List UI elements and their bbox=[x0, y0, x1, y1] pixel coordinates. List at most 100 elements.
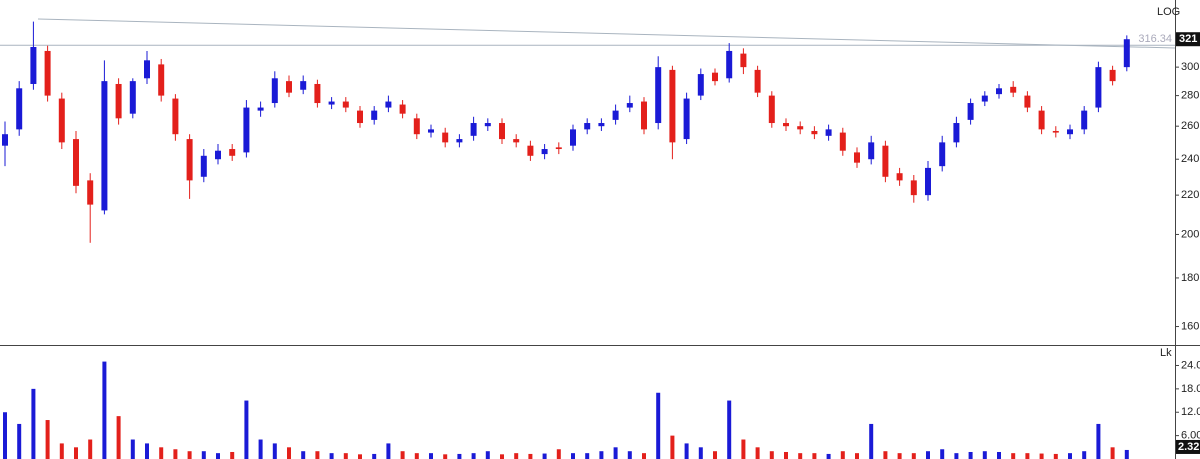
volume-bar bbox=[968, 451, 973, 459]
candle-body bbox=[1067, 129, 1073, 135]
last-volume-box bbox=[1176, 439, 1200, 454]
volume-bar bbox=[670, 435, 675, 459]
volume-bar bbox=[911, 453, 916, 459]
volume-bar bbox=[656, 392, 661, 459]
volume-bar bbox=[400, 451, 405, 459]
volume-bar bbox=[627, 451, 632, 459]
volume-bar bbox=[102, 361, 107, 459]
last-volume-label: 2.32 bbox=[1178, 441, 1199, 453]
candle-body bbox=[1052, 130, 1059, 133]
candle-body bbox=[16, 88, 23, 130]
volume-bar bbox=[514, 453, 519, 459]
volume-bar bbox=[159, 447, 164, 459]
candle-body bbox=[598, 123, 605, 127]
volume-bar bbox=[812, 453, 817, 459]
candle-body bbox=[144, 60, 150, 79]
last-price-label: 321 bbox=[1179, 33, 1197, 45]
candle-body bbox=[1038, 110, 1045, 130]
volume-bar bbox=[329, 453, 334, 459]
candle-body bbox=[1081, 110, 1088, 130]
y-tick-label: 18.00 bbox=[1181, 383, 1200, 395]
candle-body bbox=[527, 145, 534, 156]
volume-bar bbox=[755, 447, 760, 459]
volume-bar bbox=[1025, 453, 1030, 459]
volume-bar bbox=[684, 443, 689, 459]
candle-body bbox=[300, 81, 307, 90]
volume-bar bbox=[698, 447, 703, 459]
candle-body bbox=[825, 129, 832, 136]
candle-body bbox=[683, 98, 690, 140]
volume-bar bbox=[883, 451, 888, 459]
candle-body bbox=[839, 132, 846, 151]
volume-bar bbox=[201, 451, 206, 459]
volume-bar bbox=[343, 453, 348, 459]
y-tick-label: 220 bbox=[1181, 189, 1199, 201]
volume-bar bbox=[1053, 453, 1058, 459]
candle-body bbox=[385, 101, 392, 108]
candle-body bbox=[854, 152, 860, 163]
candle-body bbox=[1024, 95, 1031, 108]
volume-bar bbox=[713, 451, 717, 459]
volume-bar bbox=[145, 443, 149, 459]
candle-body bbox=[484, 123, 491, 127]
volume-bar bbox=[855, 453, 859, 459]
candle-body bbox=[428, 129, 434, 133]
volume-bar bbox=[116, 416, 121, 459]
candle-body bbox=[357, 110, 363, 124]
candle-body bbox=[328, 101, 335, 105]
candle-body bbox=[442, 132, 449, 143]
candle-body bbox=[768, 95, 775, 124]
y-tick-label: 240 bbox=[1181, 153, 1199, 165]
volume-bar bbox=[1124, 449, 1129, 459]
candle-body bbox=[868, 142, 875, 160]
volume-bar bbox=[599, 451, 604, 459]
trend-line bbox=[37, 18, 1176, 49]
candle-body bbox=[499, 123, 505, 140]
volume-bar bbox=[358, 454, 362, 459]
candle-body bbox=[712, 72, 718, 82]
candle-body bbox=[314, 83, 321, 104]
candle-body bbox=[286, 81, 292, 93]
candle-body bbox=[1123, 39, 1130, 68]
candle-body bbox=[243, 107, 250, 153]
y-tick-label: 24.00 bbox=[1181, 359, 1200, 371]
volume-bar bbox=[613, 447, 618, 459]
candle-body bbox=[584, 123, 591, 130]
volume-bar bbox=[642, 453, 646, 459]
candle-body bbox=[215, 150, 221, 160]
volume-bar bbox=[926, 451, 930, 459]
candle-body bbox=[669, 69, 676, 143]
volume-bar bbox=[1110, 447, 1115, 459]
candle-body bbox=[186, 139, 193, 181]
volume-bar bbox=[727, 400, 732, 459]
volume-bar bbox=[997, 451, 1001, 459]
volume-bar bbox=[59, 443, 64, 459]
candle-body bbox=[73, 139, 79, 186]
scale-label: LOG bbox=[1157, 6, 1180, 18]
volume-bar bbox=[869, 423, 874, 459]
candle-body bbox=[981, 95, 988, 102]
y-tick-label: 200 bbox=[1181, 228, 1199, 240]
volume-bar bbox=[485, 451, 490, 459]
volume-bar bbox=[897, 453, 902, 459]
candle-body bbox=[513, 139, 520, 143]
volume-bar bbox=[216, 453, 220, 459]
candle-body bbox=[996, 88, 1002, 95]
candle-body bbox=[1010, 86, 1017, 93]
volume-bar bbox=[45, 420, 50, 459]
volume-bar bbox=[74, 447, 78, 459]
candle-body bbox=[470, 123, 477, 136]
volume-bar bbox=[372, 453, 377, 459]
candle-body bbox=[726, 50, 733, 79]
y-tick-label: 12.00 bbox=[1181, 406, 1200, 418]
volume-bar bbox=[1096, 423, 1101, 459]
volume-bar bbox=[258, 439, 263, 459]
unit-label: Lk bbox=[1160, 347, 1172, 359]
volume-bar bbox=[840, 451, 845, 459]
candle-body bbox=[783, 123, 789, 127]
candle-body bbox=[555, 147, 562, 150]
y-tick-label: 280 bbox=[1181, 90, 1199, 102]
volume-bar bbox=[784, 451, 788, 459]
candle-body bbox=[655, 67, 662, 124]
